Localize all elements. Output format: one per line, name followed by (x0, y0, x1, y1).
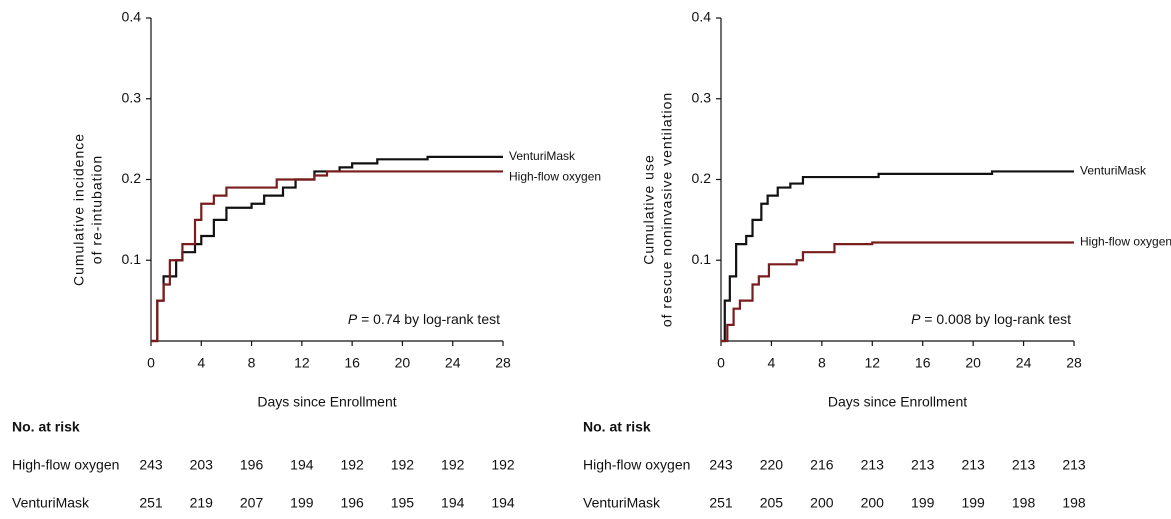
p-symbol: P (348, 311, 358, 327)
at-risk-count: 213 (1062, 457, 1086, 473)
x-tick-label: 12 (864, 355, 880, 371)
at-risk-count: 194 (290, 457, 314, 473)
x-tick-label: 8 (818, 355, 826, 371)
x-tick-label: 24 (445, 355, 461, 371)
x-tick-label: 28 (1066, 355, 1082, 371)
x-tick-label: 20 (965, 355, 981, 371)
at-risk-count: 216 (810, 457, 834, 473)
at-risk-count: 203 (190, 457, 214, 473)
x-tick-label: 12 (294, 355, 310, 371)
x-tick-label: 4 (197, 355, 205, 371)
at-risk-count: 199 (961, 495, 985, 511)
y-tick-label: 0.1 (692, 251, 712, 267)
at-risk-count: 194 (491, 495, 515, 511)
at-risk-count: 205 (760, 495, 784, 511)
p-text: = 0.008 by log-rank test (920, 311, 1071, 327)
at-risk-count: 194 (441, 495, 465, 511)
y-axis-label: Cumulative use (641, 154, 657, 265)
at-risk-count: 220 (760, 457, 784, 473)
p-symbol: P (911, 311, 921, 327)
y-axis-label: of rescue noninvasive ventilation (659, 92, 675, 327)
step-line (151, 155, 503, 343)
at-risk-count: 200 (861, 495, 885, 511)
at-risk-count: 251 (709, 495, 733, 511)
at-risk-count: 199 (290, 495, 314, 511)
legend-label: High-flow oxygen (509, 170, 601, 184)
y-tick-label: 0.4 (692, 9, 712, 25)
p-value-annotation: P = 0.74 by log-rank test (348, 311, 500, 327)
at-risk-count: 243 (139, 457, 163, 473)
at-risk-row-name: VenturiMask (583, 495, 661, 511)
y-axis-label: Cumulative incidence (71, 133, 87, 286)
at-risk-count: 196 (340, 495, 364, 511)
at-risk-count: 251 (139, 495, 163, 511)
x-tick-label: 16 (344, 355, 360, 371)
at-risk-count: 213 (1012, 457, 1036, 473)
at-risk-count: 192 (491, 457, 515, 473)
legend-label: VenturiMask (509, 149, 576, 163)
legend-label: High-flow oxygen (1080, 235, 1171, 249)
x-tick-label: 0 (147, 355, 155, 371)
at-risk-count: 207 (240, 495, 264, 511)
x-tick-label: 0 (717, 355, 725, 371)
at-risk-row-name: High-flow oxygen (12, 457, 119, 473)
at-risk-count: 192 (441, 457, 465, 473)
at-risk-count: 219 (190, 495, 214, 511)
x-tick-label: 4 (768, 355, 776, 371)
p-value-annotation: P = 0.008 by log-rank test (911, 311, 1071, 327)
x-tick-label: 24 (1016, 355, 1032, 371)
at-risk-count: 192 (391, 457, 415, 473)
at-risk-count: 192 (340, 457, 364, 473)
y-tick-label: 0.1 (122, 251, 142, 267)
p-text: = 0.74 by log-rank test (357, 311, 500, 327)
at-risk-count: 213 (961, 457, 985, 473)
at-risk-title: No. at risk (583, 419, 651, 435)
step-line (721, 241, 1074, 343)
y-tick-label: 0.4 (122, 9, 142, 25)
x-axis-label: Days since Enrollment (828, 394, 967, 410)
at-risk-count: 213 (861, 457, 885, 473)
x-tick-label: 8 (248, 355, 256, 371)
x-tick-label: 28 (495, 355, 511, 371)
step-line (721, 170, 1074, 343)
at-risk-count: 200 (810, 495, 834, 511)
at-risk-count: 196 (240, 457, 264, 473)
y-axis-label: of re-intubation (89, 155, 105, 264)
at-risk-count: 243 (709, 457, 733, 473)
legend-label: VenturiMask (1080, 164, 1147, 178)
at-risk-count: 213 (911, 457, 935, 473)
at-risk-count: 199 (911, 495, 935, 511)
y-tick-label: 0.2 (122, 170, 142, 186)
at-risk-title: No. at risk (12, 419, 80, 435)
x-tick-label: 20 (395, 355, 411, 371)
y-tick-label: 0.3 (692, 89, 712, 105)
step-line (151, 170, 503, 343)
y-tick-label: 0.3 (122, 89, 142, 105)
at-risk-count: 195 (391, 495, 415, 511)
at-risk-row-name: VenturiMask (12, 495, 90, 511)
at-risk-row-name: High-flow oxygen (583, 457, 690, 473)
at-risk-count: 198 (1012, 495, 1036, 511)
y-tick-label: 0.2 (692, 170, 712, 186)
at-risk-count: 198 (1062, 495, 1086, 511)
x-axis-label: Days since Enrollment (257, 394, 396, 410)
x-tick-label: 16 (915, 355, 931, 371)
